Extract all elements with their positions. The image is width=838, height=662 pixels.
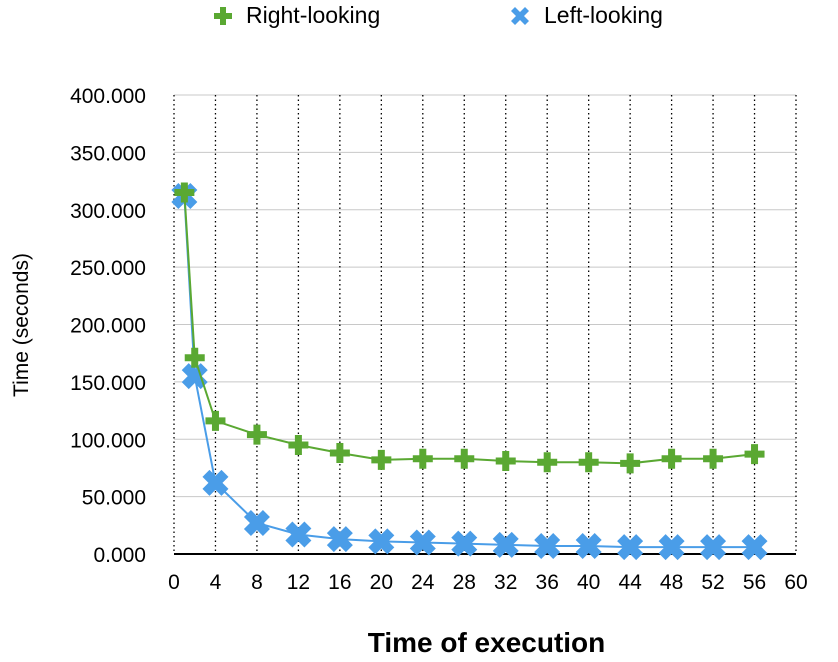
legend-label-right-looking: Right-looking (246, 2, 381, 28)
legend: Right-looking Left-looking (0, 0, 838, 34)
y-tick-label: 350.000 (70, 142, 146, 165)
x-tick-label: 8 (251, 571, 263, 594)
point-left-looking (243, 510, 270, 537)
point-right-looking (537, 452, 558, 473)
point-left-looking (617, 534, 644, 561)
y-tick-label: 250.000 (70, 257, 146, 280)
point-right-looking (454, 448, 475, 469)
x-tick-label: 52 (701, 571, 724, 594)
series-line-left-looking (183, 195, 755, 549)
x-marker-icon (511, 6, 529, 25)
y-tick-label: 0.000 (93, 544, 146, 567)
legend-item-right-looking: Right-looking (212, 2, 380, 29)
gridlines (173, 94, 797, 554)
point-right-looking (578, 452, 599, 473)
x-tick-label: 36 (536, 571, 559, 594)
y-tick-label: 300.000 (70, 200, 146, 223)
point-right-looking (184, 347, 205, 368)
point-left-looking (326, 526, 353, 553)
x-tick-label: 4 (210, 571, 222, 594)
x-tick-label: 20 (370, 571, 393, 594)
point-left-looking (534, 532, 561, 559)
point-left-looking (409, 529, 436, 556)
point-right-looking (288, 434, 309, 455)
point-right-looking (703, 448, 724, 469)
point-left-looking (181, 363, 208, 390)
point-left-looking (658, 534, 685, 561)
plus-marker-icon (214, 6, 232, 25)
point-right-looking (661, 448, 682, 469)
x-tick-label: 56 (743, 571, 766, 594)
x-axis-label: Time of execution (367, 627, 606, 658)
point-right-looking (495, 451, 516, 472)
point-right-looking (174, 182, 195, 203)
point-left-looking (492, 531, 519, 558)
y-tick-label: 200.000 (70, 315, 146, 338)
point-left-looking (285, 521, 312, 548)
point-left-looking (700, 534, 727, 561)
legend-item-left-looking: Left-looking (508, 2, 663, 29)
x-tick-label: 16 (328, 571, 351, 594)
point-left-looking (202, 469, 229, 496)
y-tick-label: 50.000 (82, 487, 146, 510)
point-right-looking (205, 410, 226, 431)
legend-label-left-looking: Left-looking (544, 2, 663, 28)
x-tick-label: 32 (494, 571, 517, 594)
x-tick-label: 28 (453, 571, 476, 594)
x-tick-label: 0 (168, 571, 180, 594)
x-tick-label: 44 (618, 571, 642, 594)
x-tick-label: 48 (660, 571, 683, 594)
point-right-looking (371, 449, 392, 470)
x-tick-label: 24 (411, 571, 435, 594)
x-tick-label: 60 (784, 571, 807, 594)
point-left-looking (451, 530, 478, 557)
y-tick-label: 400.000 (70, 85, 146, 108)
point-left-looking (741, 534, 768, 561)
point-right-looking (620, 453, 641, 474)
y-axis-label: Time (seconds) (10, 253, 33, 397)
point-right-looking (744, 444, 765, 465)
y-tick-label: 100.000 (70, 429, 146, 452)
point-left-looking (368, 528, 395, 555)
series-line-right-looking (183, 192, 755, 465)
x-axis-label-wrap: Time of execution (0, 627, 838, 659)
y-tick-label: 150.000 (70, 372, 146, 395)
x-tick-label: 40 (577, 571, 600, 594)
x-tick-label: 12 (287, 571, 310, 594)
point-right-looking (329, 443, 350, 464)
point-right-looking (246, 424, 267, 445)
point-left-looking (575, 532, 602, 559)
point-right-looking (412, 448, 433, 469)
